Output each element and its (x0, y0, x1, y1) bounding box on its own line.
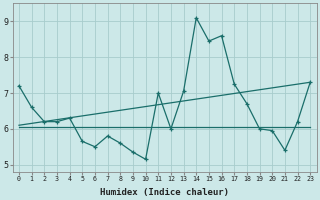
X-axis label: Humidex (Indice chaleur): Humidex (Indice chaleur) (100, 188, 229, 197)
